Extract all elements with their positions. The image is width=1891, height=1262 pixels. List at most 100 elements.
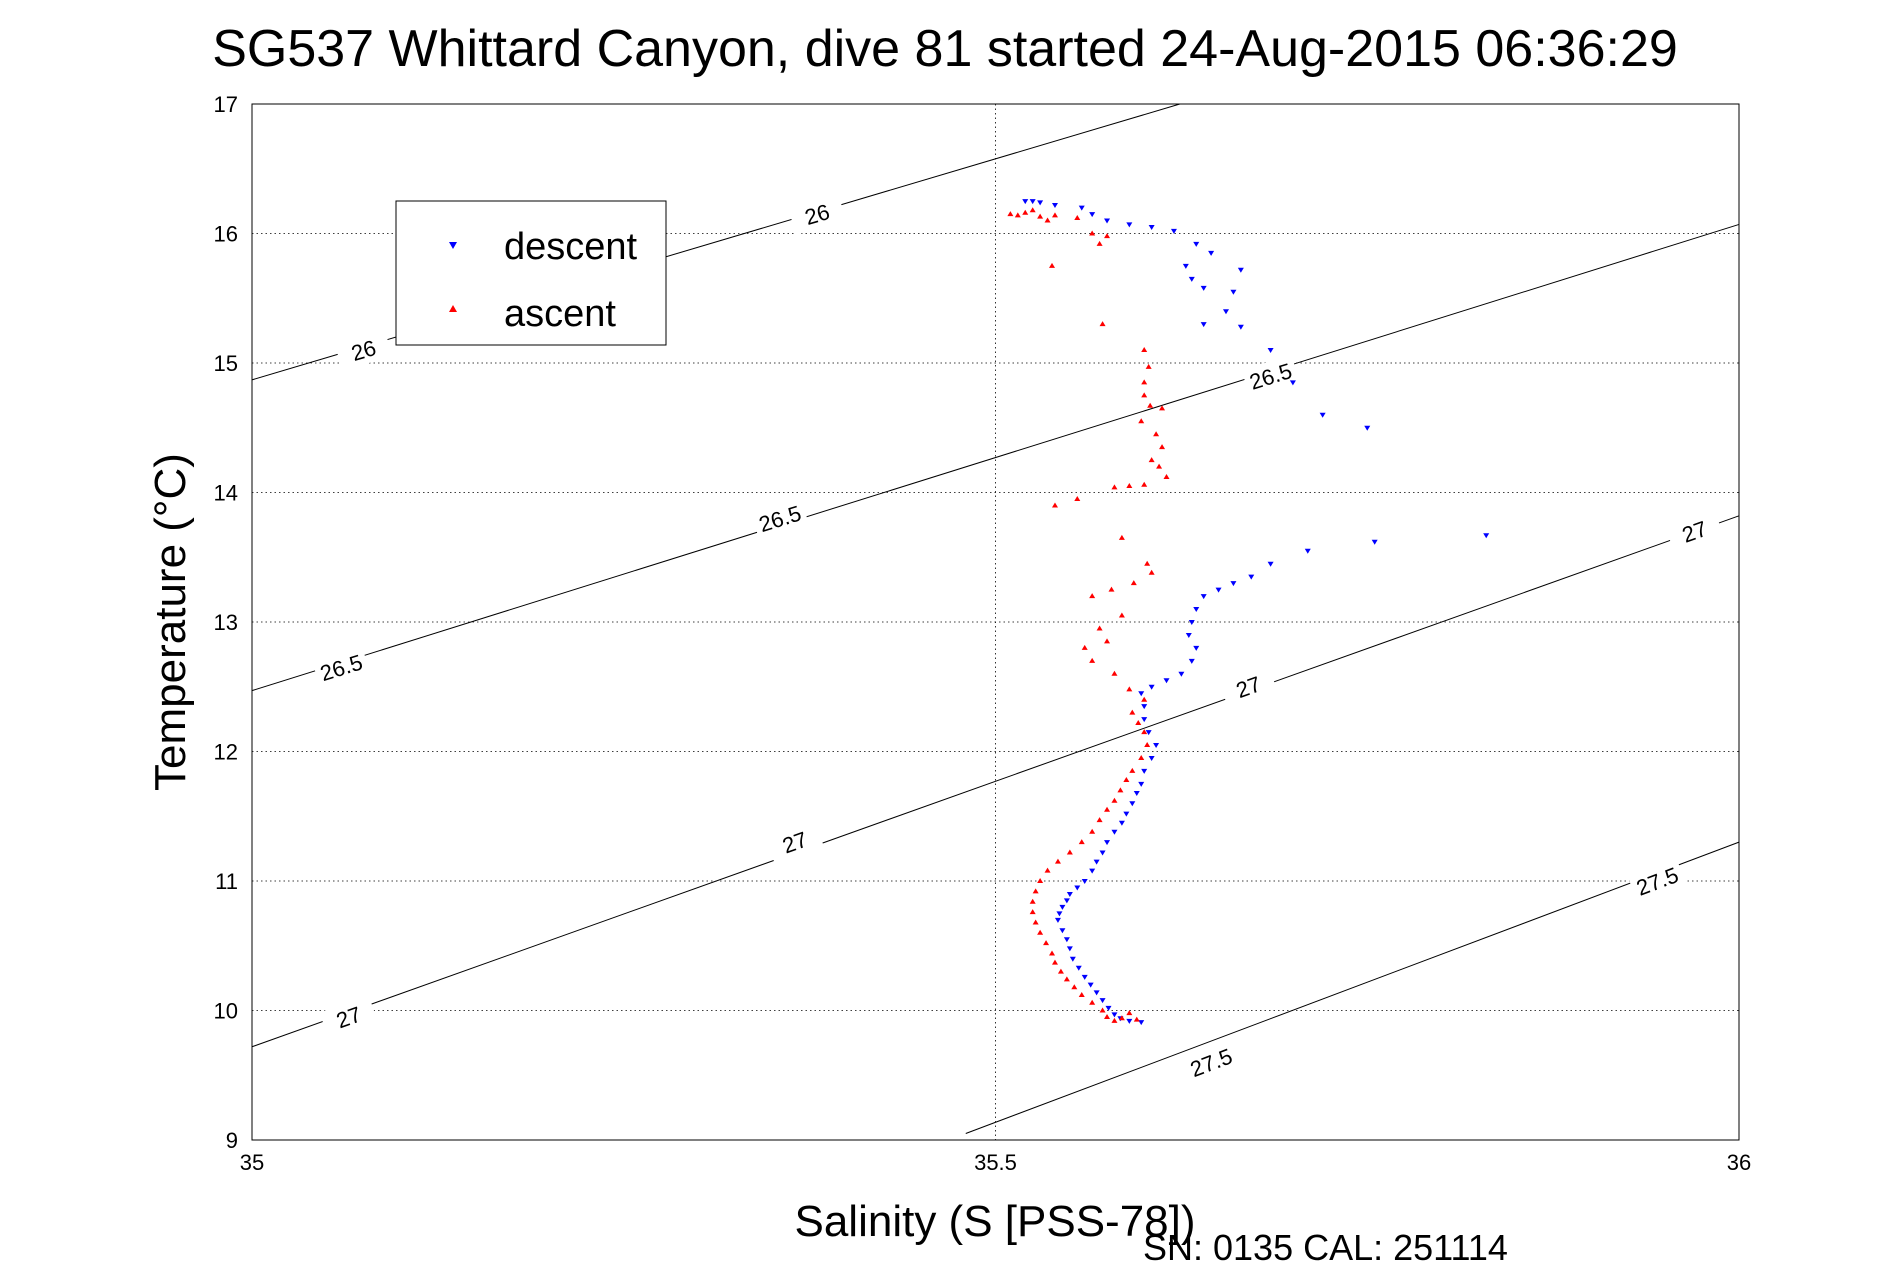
ascent-point [1032,919,1039,925]
legend-box [395,200,667,346]
descent-point [1054,917,1061,923]
ascent-point [1111,484,1118,490]
descent-point [1081,974,1088,980]
descent-point [1185,632,1192,638]
descent-point [1230,289,1237,295]
descent-point [1230,581,1237,587]
ascent-point [1089,593,1096,599]
descent-point [1141,717,1148,723]
ascent-point [1129,709,1136,715]
descent-point [1148,684,1155,690]
descent-point [1063,898,1070,904]
descent-point [1289,380,1296,386]
ascent-point [1099,321,1106,327]
descent-point [1267,561,1274,567]
ascent-point [1051,959,1058,965]
isopycnal-label-mask [1627,858,1687,904]
ascent-point [1089,828,1096,834]
y-tick-label: 14 [214,481,238,506]
ascent-point [1138,754,1145,760]
ascent-point [1089,657,1096,663]
y-axis-ticks: 9 10 11 12 13 14 15 16 17 [214,92,238,1153]
descent-point [1089,868,1096,874]
descent-point [1188,658,1195,664]
descent-point [1222,309,1229,315]
y-tick-label: 9 [226,1128,238,1153]
descent-point [1163,678,1170,684]
descent-point [1051,203,1058,209]
descent-point [1123,811,1130,817]
ascent-point [1141,696,1148,702]
ascent-point [1123,776,1130,782]
descent-point [1364,425,1371,431]
ascent-point [1104,638,1111,644]
y-tick-label: 15 [214,351,238,376]
descent-point [1193,607,1200,613]
descent-point [1237,267,1244,273]
descent-point [1066,946,1073,952]
ascent-point [1135,720,1142,726]
ascent-point [1126,1010,1133,1016]
legend: descent ascent [395,200,667,346]
descent-point [1093,990,1100,996]
descent-point [1193,241,1200,247]
legend-ascent-label: ascent [504,293,616,335]
ascent-point [1104,233,1111,239]
descent-point [1111,829,1118,835]
ascent-point [1153,431,1160,437]
ascent-point [1029,898,1036,904]
descent-point [1105,1005,1112,1011]
descent-point [1188,276,1195,282]
ascent-point [1049,950,1056,956]
ascent-point [1032,888,1039,894]
descent-point [1075,965,1082,971]
ascent-point [1051,502,1058,508]
descent-point [1267,348,1274,354]
descent-point [1200,322,1207,328]
isopycnal-label-mask [788,193,846,235]
descent-point [1089,212,1096,218]
descent-point [1087,982,1094,988]
ascent-point [1141,392,1148,398]
descent-point [1188,620,1195,625]
descent-point [1104,840,1111,846]
ascent-point [1074,214,1081,220]
ascent-point [1141,729,1148,735]
ascent-point [1044,867,1051,873]
ascent-point [1111,1017,1118,1023]
ascent-point [1126,686,1133,692]
descent-point [1126,1018,1133,1024]
ascent-point [1117,787,1124,793]
ascent-point [1029,909,1036,915]
x-tick-label: 35 [240,1150,264,1175]
ascent-point [1037,213,1044,219]
legend-descent-marker [449,242,457,249]
ascent-point [1054,858,1061,864]
descent-point [1145,730,1152,736]
descent-point [1200,285,1207,291]
descent-point [1081,879,1088,884]
descent-point [1237,324,1244,330]
isopycnal-line [251,103,1181,381]
ascent-point [1081,644,1088,650]
ascent-point [1159,405,1166,411]
descent-point [1193,645,1200,651]
descent-point [1099,998,1106,1004]
ascent-point [1144,742,1151,748]
descent-point [1059,928,1066,934]
isopycnal-label-mask [334,329,393,371]
isopycnal-label: 26.5 [317,649,365,686]
ascent-point [1074,495,1081,501]
descent-point [1126,222,1133,228]
ascent-point [1049,262,1056,268]
descent-series [1022,199,1490,1026]
descent-point [1059,904,1066,910]
ascent-point [1118,534,1125,540]
descent-point [1153,743,1160,749]
ascent-point [1141,481,1148,487]
descent-point [1063,937,1070,943]
ascent-point [1163,473,1170,479]
isopycnal-label-mask [1665,509,1724,554]
ascent-point [1089,999,1096,1005]
